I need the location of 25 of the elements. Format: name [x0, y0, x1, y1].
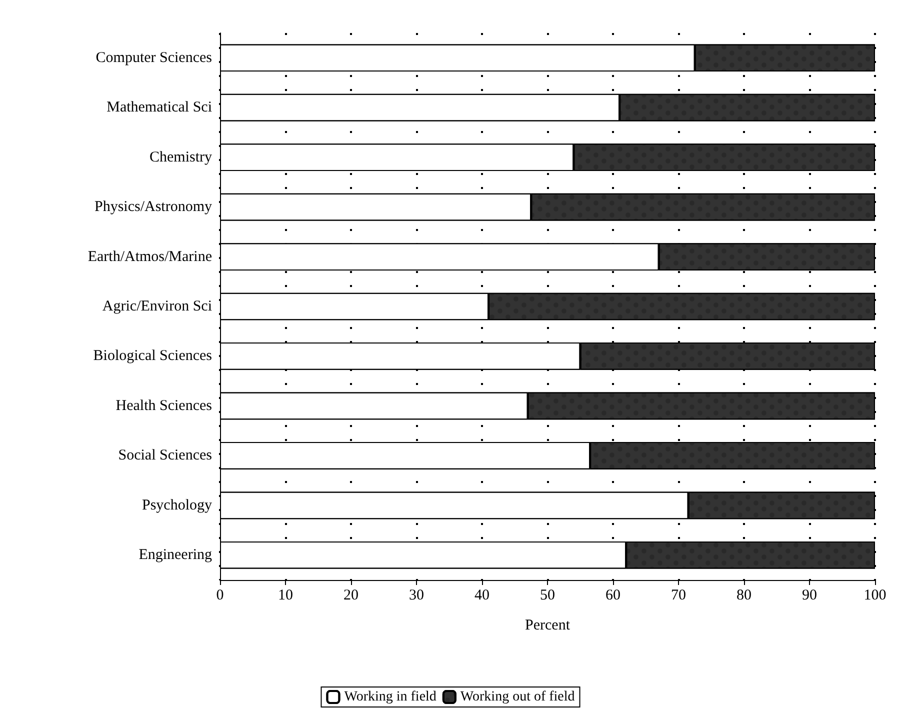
legend-label: Working in field	[344, 690, 436, 704]
legend-label: Working out of field	[460, 690, 575, 704]
x-tick-label: 10	[278, 588, 293, 604]
x-tick-label: 80	[736, 588, 752, 604]
x-tick-label: 40	[474, 588, 490, 604]
y-tick-label: Mathematical Sci	[106, 100, 212, 116]
x-tick-label: 50	[540, 588, 555, 604]
y-tick-label: Social Sciences	[118, 448, 212, 464]
y-tick-label: Health Sciences	[116, 398, 212, 414]
x-tick-label: 70	[671, 588, 686, 604]
y-tick-label: Engineering	[138, 547, 212, 564]
y-tick-label: Agric/Environ Sci	[102, 298, 212, 314]
y-tick-label: Biological Sciences	[93, 348, 212, 364]
x-tick-label: 60	[606, 588, 620, 604]
y-tick-label: Physics/Astronomy	[94, 199, 212, 216]
y-tick-label: Computer Sciences	[96, 50, 212, 66]
y-tick-label: Chemistry	[150, 149, 212, 166]
x-tick-label: 20	[344, 588, 358, 604]
x-tick-label: 30	[409, 588, 424, 604]
x-axis-title: Percent	[525, 618, 571, 634]
y-tick-label: Psychology	[142, 497, 212, 514]
x-tick-label: 100	[864, 588, 886, 604]
x-tick-label: 0	[216, 588, 224, 604]
y-tick-label: Earth/Atmos/Marine	[88, 248, 212, 265]
x-tick-label: 90	[802, 588, 817, 604]
